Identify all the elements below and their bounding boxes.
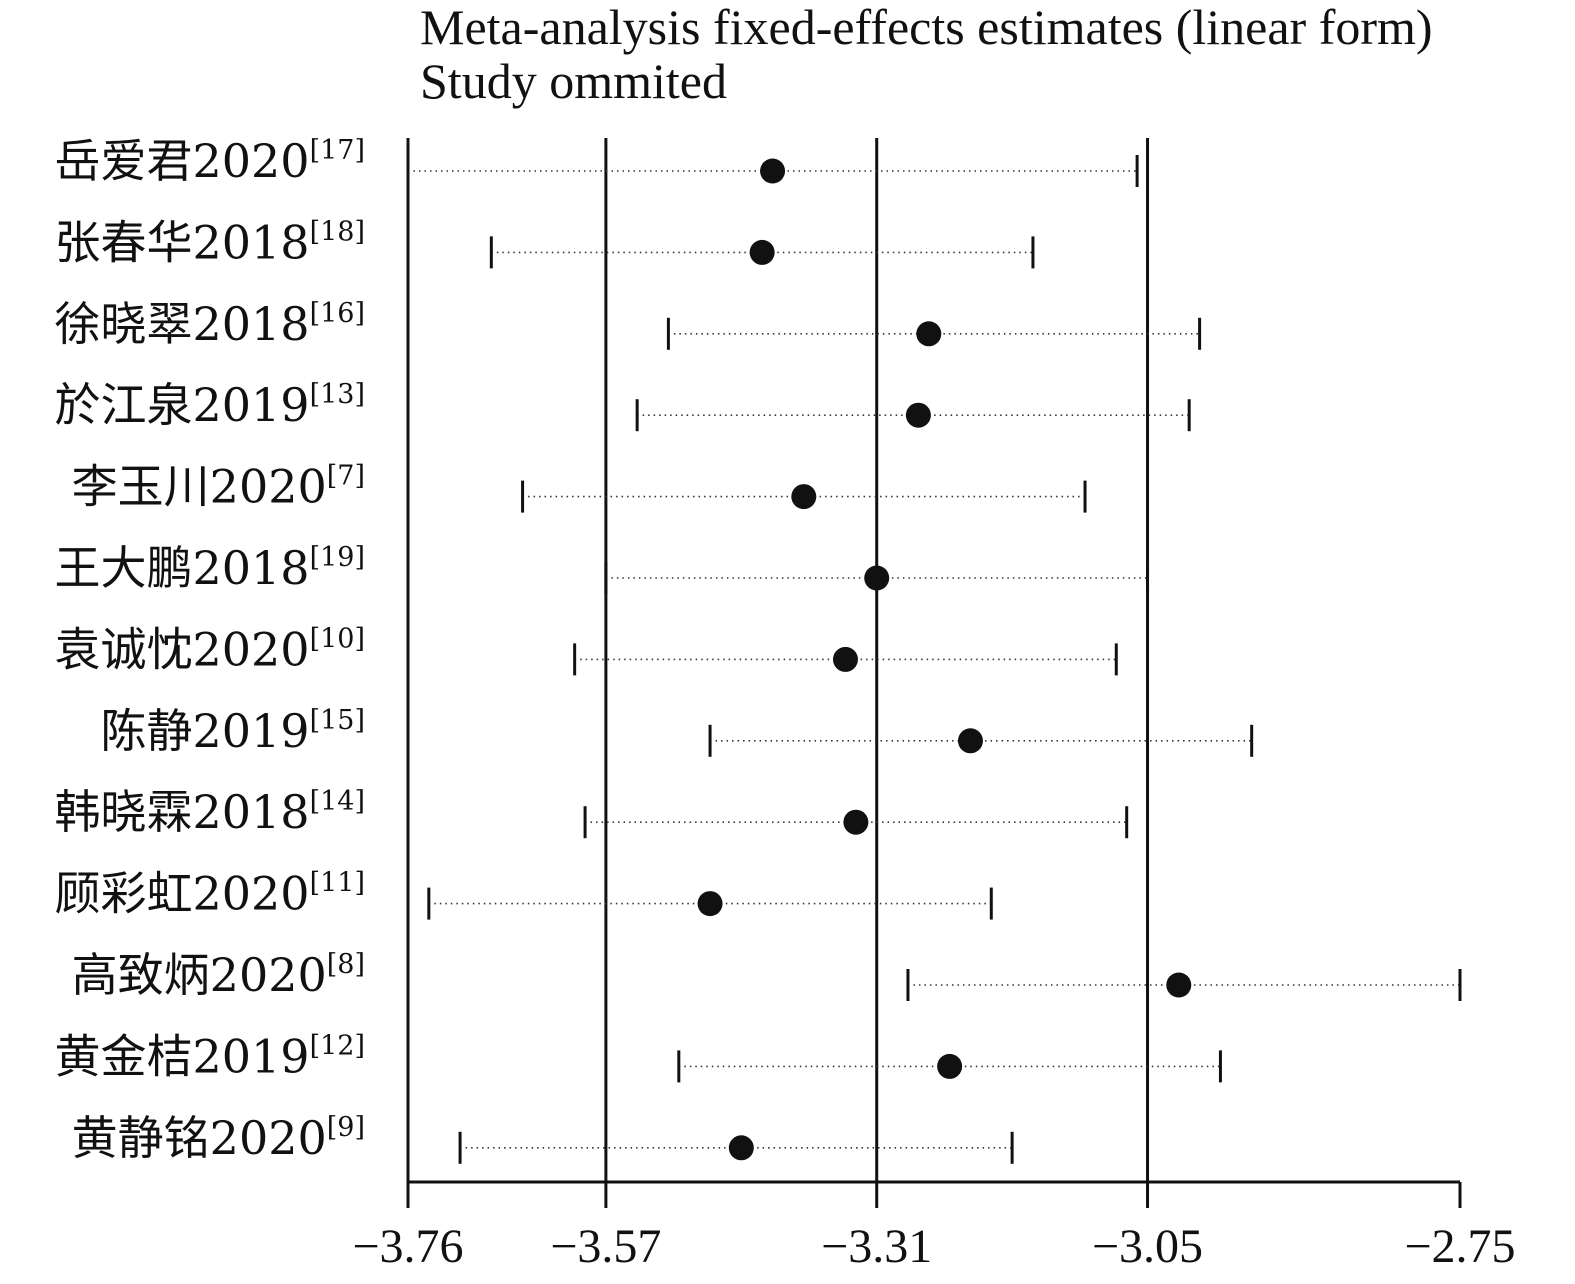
study-name: 王大鹏2018	[54, 541, 309, 595]
study-name: 袁诚忱2020	[54, 622, 309, 676]
study-reference: [9]	[327, 1112, 365, 1143]
study-row: 黄静铭2020[9]	[72, 1111, 1014, 1165]
study-label: 於江泉2019[13]	[54, 378, 365, 432]
study-name: 黄静铭2020	[72, 1111, 327, 1165]
study-reference: [16]	[310, 298, 365, 329]
estimate-point	[905, 402, 931, 428]
estimate-point	[957, 728, 983, 754]
x-axis: −3.76 −3.57 −3.31 −3.05 −2.75	[352, 1180, 1516, 1273]
study-row: 韩晓霖2018[14]	[54, 785, 1129, 839]
estimate-point	[749, 239, 775, 265]
estimate-point	[843, 809, 869, 835]
estimate-point	[916, 321, 942, 347]
study-label: 黄金桔2019[12]	[54, 1029, 365, 1083]
study-name: 於江泉2019	[54, 378, 309, 432]
study-row: 顾彩虹2020[11]	[54, 867, 993, 921]
estimate-point	[728, 1135, 754, 1161]
x-tick-label: −3.76	[352, 1220, 463, 1273]
study-reference: [12]	[310, 1030, 365, 1061]
study-label: 王大鹏2018[19]	[54, 541, 365, 595]
chart-title: Meta-analysis fixed-effects estimates (l…	[420, 0, 1433, 55]
chart-title-block: Meta-analysis fixed-effects estimates (l…	[420, 0, 1560, 108]
estimate-point	[697, 891, 723, 917]
study-name: 李玉川2020	[72, 460, 327, 514]
study-row: 於江泉2019[13]	[54, 378, 1191, 432]
study-reference: [8]	[327, 949, 365, 980]
study-name: 陈静2019	[100, 704, 309, 758]
study-label: 岳爱君2020[17]	[54, 134, 365, 188]
x-tick-label: −3.31	[821, 1220, 932, 1273]
estimate-point	[1166, 972, 1192, 998]
study-name: 韩晓霖2018	[54, 785, 309, 839]
study-row: 李玉川2020[7]	[72, 460, 1087, 514]
study-reference: [13]	[310, 379, 365, 410]
study-label: 韩晓霖2018[14]	[54, 785, 365, 839]
study-row: 高致炳2020[8]	[72, 948, 1462, 1002]
study-reference: [15]	[310, 705, 365, 736]
study-label: 张春华2018[18]	[54, 215, 365, 269]
study-reference: [11]	[310, 868, 365, 899]
study-label: 袁诚忱2020[10]	[54, 622, 365, 676]
study-reference: [14]	[310, 786, 365, 817]
estimate-point	[864, 565, 890, 591]
study-name: 高致炳2020	[72, 948, 327, 1002]
study-label: 高致炳2020[8]	[72, 948, 365, 1002]
study-row: 袁诚忱2020[10]	[54, 622, 1118, 676]
study-row: 陈静2019[15]	[100, 704, 1254, 758]
estimate-point	[791, 484, 817, 510]
study-label: 陈静2019[15]	[100, 704, 365, 758]
study-row: 黄金桔2019[12]	[54, 1029, 1222, 1083]
study-name: 黄金桔2019	[54, 1029, 309, 1083]
study-row: 岳爱君2020[17]	[54, 134, 1139, 188]
study-row: 徐晓翠2018[16]	[54, 297, 1202, 351]
estimate-point	[937, 1053, 963, 1079]
study-reference: [17]	[310, 135, 365, 166]
reference-lines	[406, 138, 1150, 1182]
study-label: 徐晓翠2018[16]	[54, 297, 365, 351]
study-reference: [10]	[310, 623, 365, 654]
estimate-point	[760, 158, 786, 184]
study-reference: [19]	[310, 542, 365, 573]
study-row: 张春华2018[18]	[54, 215, 1035, 269]
study-reference: [18]	[310, 216, 365, 247]
x-tick-label: −3.05	[1092, 1220, 1203, 1273]
study-name: 顾彩虹2020	[54, 867, 309, 921]
study-rows: 岳爱君2020[17] 张春华2018[18] 徐晓翠2018[16] 於江泉2019…	[54, 134, 1462, 1165]
x-tick-label: −2.75	[1404, 1220, 1515, 1273]
study-name: 徐晓翠2018	[54, 297, 309, 351]
study-row: 王大鹏2018[19]	[54, 541, 1150, 595]
estimate-point	[832, 646, 858, 672]
chart-subtitle: Study ommited	[420, 53, 727, 109]
study-label: 黄静铭2020[9]	[72, 1111, 365, 1165]
study-label: 李玉川2020[7]	[72, 460, 365, 514]
x-tick-label: −3.57	[550, 1220, 661, 1273]
study-label: 顾彩虹2020[11]	[54, 867, 365, 921]
study-name: 岳爱君2020	[54, 134, 309, 188]
study-name: 张春华2018	[54, 215, 309, 269]
study-reference: [7]	[327, 461, 365, 492]
